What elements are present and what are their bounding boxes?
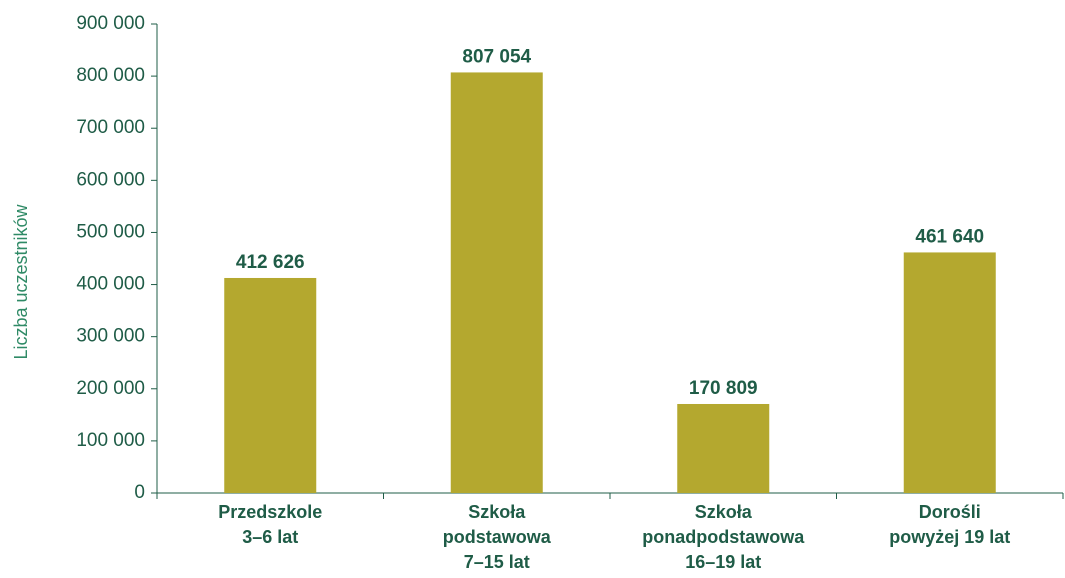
value-label: 412 626 xyxy=(236,252,305,273)
x-tick-label: Szkoła ponadpodstawowa 16–19 lat xyxy=(642,502,805,572)
x-tick-label: Szkoła podstawowa 7–15 lat xyxy=(443,502,552,572)
y-tick-label: 0 xyxy=(134,482,145,503)
bar xyxy=(677,403,770,493)
y-tick-label: 100 000 xyxy=(76,430,145,451)
y-tick-label: 800 000 xyxy=(76,65,145,86)
x-tick-label: Dorośli powyżej 19 lat xyxy=(889,502,1010,547)
bar xyxy=(224,277,317,493)
bar xyxy=(903,252,996,493)
y-tick-label: 700 000 xyxy=(76,117,145,138)
x-tick-label: Przedszkole 3–6 lat xyxy=(218,502,322,547)
y-tick-label: 900 000 xyxy=(76,13,145,34)
value-label: 807 054 xyxy=(462,46,531,67)
value-label: 170 809 xyxy=(689,378,758,399)
bar xyxy=(450,72,543,494)
y-tick-label: 500 000 xyxy=(76,221,145,242)
y-axis-label: Liczba uczestników xyxy=(11,203,31,359)
value-label: 461 640 xyxy=(915,226,984,247)
y-tick-label: 200 000 xyxy=(76,378,145,399)
y-tick-label: 600 000 xyxy=(76,169,145,190)
y-tick-label: 400 000 xyxy=(76,274,145,295)
y-tick-label: 300 000 xyxy=(76,326,145,347)
